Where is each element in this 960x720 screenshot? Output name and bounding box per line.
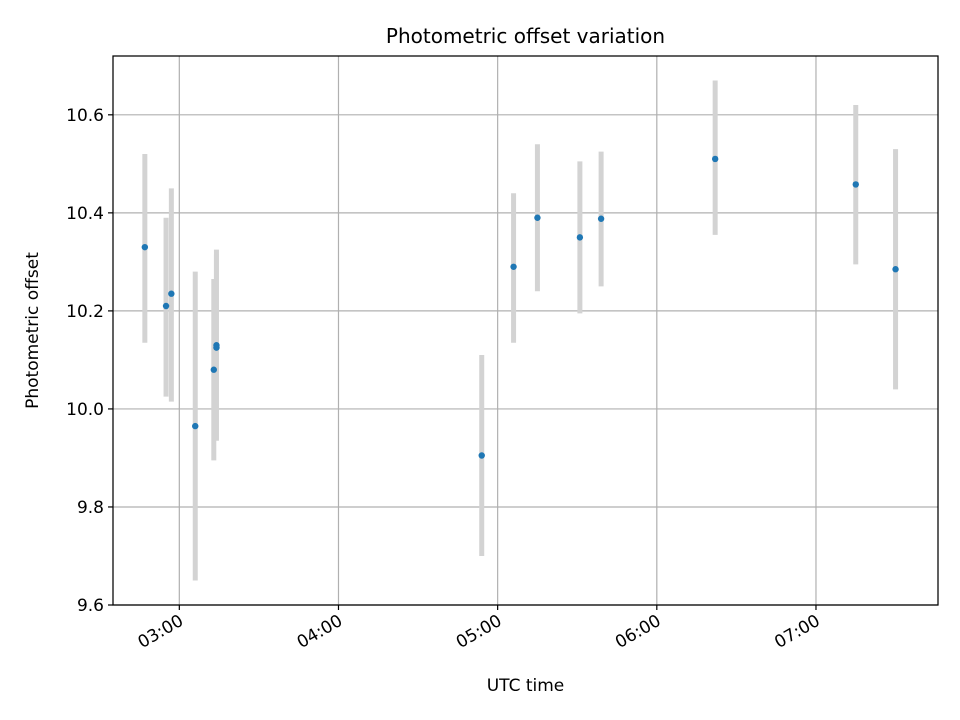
data-point (213, 344, 220, 351)
y-tick-label: 10.4 (66, 204, 104, 224)
y-tick-label: 9.8 (77, 498, 104, 518)
y-tick-label: 10.0 (66, 400, 104, 420)
data-point (510, 263, 517, 270)
data-point (852, 181, 859, 188)
x-axis-title: UTC time (487, 676, 565, 696)
data-point (597, 215, 605, 222)
data-point (210, 366, 218, 373)
data-points (141, 155, 899, 459)
grid (113, 56, 938, 606)
y-tick-label: 10.2 (66, 302, 104, 322)
data-point (711, 155, 719, 163)
data-point (192, 422, 199, 430)
data-point (478, 452, 485, 459)
data-point (892, 266, 899, 273)
plot-frame (112, 55, 939, 606)
data-point (162, 302, 170, 310)
y-tick-label: 10.6 (66, 106, 104, 126)
data-point (168, 290, 175, 297)
data-point (534, 214, 541, 221)
data-point (141, 243, 149, 251)
data-point (576, 234, 584, 241)
chart-title: Photometric offset variation (386, 24, 665, 48)
y-tick-label: 9.6 (77, 596, 104, 616)
y-axis-ticks: 9.6 9.8 10.0 10.2 10.4 10.6 (66, 106, 113, 616)
y-axis-title: Photometric offset (23, 252, 43, 409)
